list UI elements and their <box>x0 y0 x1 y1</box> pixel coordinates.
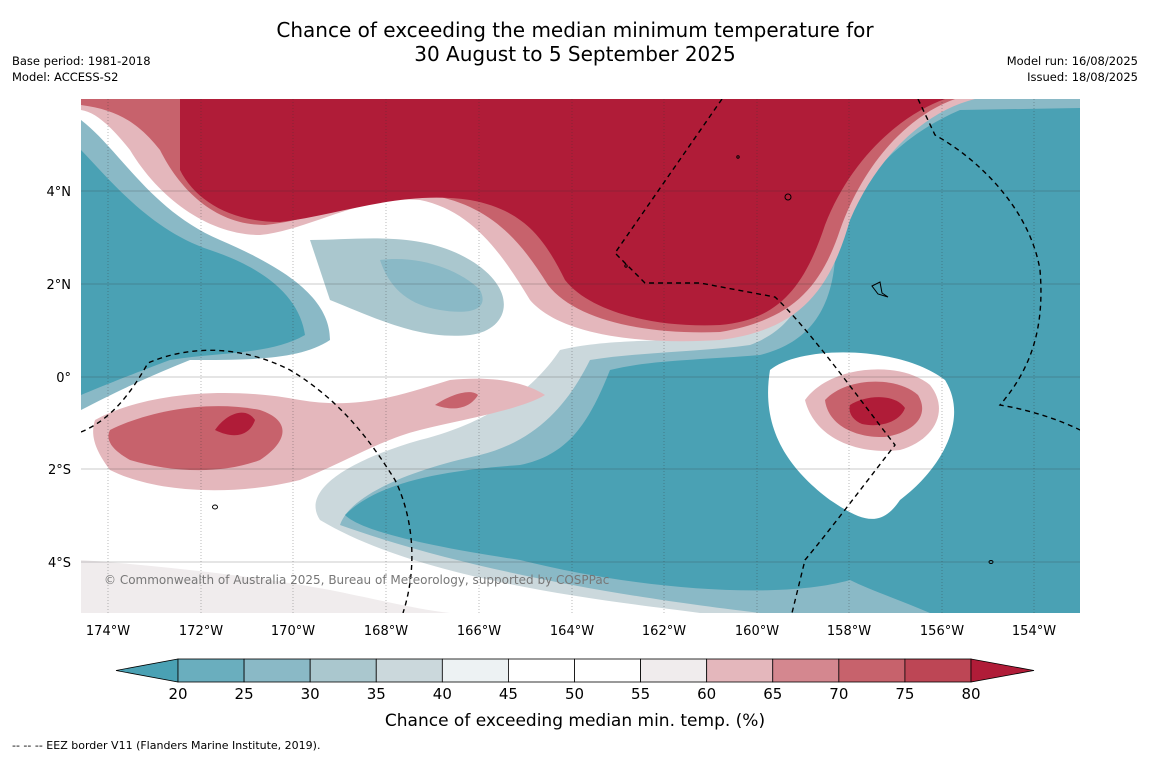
eez-footnote: -- -- -- EEZ border V11 (Flanders Marine… <box>12 739 321 752</box>
lon-label: 170°W <box>271 624 315 639</box>
lon-label: 156°W <box>920 624 964 639</box>
lat-label: 2°S <box>48 463 71 478</box>
colorbar-tick-label: 50 <box>565 685 584 703</box>
colorbar-segment <box>375 658 443 683</box>
lon-label: 162°W <box>642 624 686 639</box>
model-info: Base period: 1981-2018 Model: ACCESS-S2 <box>12 53 151 85</box>
lat-label: 0° <box>56 371 71 386</box>
colorbar-segment <box>772 658 840 683</box>
map-field <box>81 99 1080 613</box>
colorbar-segment <box>706 658 774 683</box>
colorbar-segment <box>838 658 906 683</box>
warm-region-southwest-core <box>215 412 255 436</box>
colorbar-arrow-low <box>115 658 179 683</box>
island-2 <box>871 281 889 298</box>
colorbar-tick-label: 80 <box>961 685 980 703</box>
longitude-labels: 174°W 172°W 170°W 168°W 166°W 164°W 162°… <box>86 624 1056 639</box>
cool-region-west-core <box>81 150 305 395</box>
warm-region-east-core <box>849 397 905 426</box>
colorbar-segment <box>640 658 708 683</box>
map-title: Chance of exceeding the median minimum t… <box>0 18 1150 66</box>
lon-label: 168°W <box>364 624 408 639</box>
island-3 <box>212 504 218 510</box>
colorbar-segment <box>441 658 509 683</box>
island-6 <box>624 264 628 268</box>
eez-borders <box>81 99 1080 613</box>
warm-region-north-core <box>180 99 945 326</box>
colorbar-segment <box>243 658 311 683</box>
island-4 <box>988 560 994 564</box>
colorbar-tick-label: 60 <box>697 685 716 703</box>
model-run: Model run: 16/08/2025 <box>1006 54 1138 68</box>
cool-region-north-centre-core <box>380 259 483 312</box>
colorbar-segment <box>574 658 641 683</box>
latitude-labels: 4°N 2°N 0° 2°S 4°S <box>47 185 72 571</box>
colorbar-tick-label: 75 <box>895 685 914 703</box>
lat-label: 4°S <box>48 556 71 571</box>
lon-label: 158°W <box>827 624 871 639</box>
island-5 <box>736 155 740 159</box>
colorbar-tick-label: 45 <box>499 685 518 703</box>
lat-label: 2°N <box>47 278 72 293</box>
colorbar-segment <box>177 658 245 683</box>
colorbar-segment <box>904 658 972 683</box>
island-1 <box>784 193 792 201</box>
lon-label: 154°W <box>1012 624 1056 639</box>
colorbar-tick-label: 70 <box>829 685 848 703</box>
colorbar: 20 25 30 35 40 45 50 55 60 65 70 75 80 <box>115 658 1035 703</box>
colorbar-tick-label: 30 <box>301 685 320 703</box>
warm-region-south-bottom <box>81 560 450 613</box>
colorbar-label: Chance of exceeding median min. temp. (%… <box>385 711 765 731</box>
lat-label: 4°N <box>47 185 72 200</box>
colorbar-arrow-high <box>970 658 1035 683</box>
latitude-lines <box>81 190 1080 563</box>
colorbar-tick-label: 35 <box>367 685 386 703</box>
colorbar-segment <box>508 658 575 683</box>
title-line-1: Chance of exceeding the median minimum t… <box>276 18 874 42</box>
warm-region-centre-small <box>435 392 478 409</box>
colorbar-tick-label: 55 <box>631 685 650 703</box>
issued-date: Issued: 18/08/2025 <box>1027 70 1138 84</box>
title-line-2: 30 August to 5 September 2025 <box>414 42 736 66</box>
lon-label: 166°W <box>457 624 501 639</box>
lon-label: 174°W <box>86 624 130 639</box>
islands <box>212 155 994 564</box>
colorbar-tick-label: 25 <box>235 685 254 703</box>
colorbar-tick-label: 65 <box>763 685 782 703</box>
colorbar-tick-label: 40 <box>433 685 452 703</box>
colorbar-segment <box>309 658 377 683</box>
lon-label: 172°W <box>179 624 223 639</box>
run-info: Model run: 16/08/2025 Issued: 18/08/2025 <box>1007 53 1138 85</box>
colorbar-tick-label: 20 <box>168 685 187 703</box>
lon-label: 160°W <box>735 624 779 639</box>
lon-label: 164°W <box>550 624 594 639</box>
copyright-text: © Commonwealth of Australia 2025, Bureau… <box>104 573 609 587</box>
model-name: Model: ACCESS-S2 <box>12 70 119 84</box>
base-period: Base period: 1981-2018 <box>12 54 151 68</box>
